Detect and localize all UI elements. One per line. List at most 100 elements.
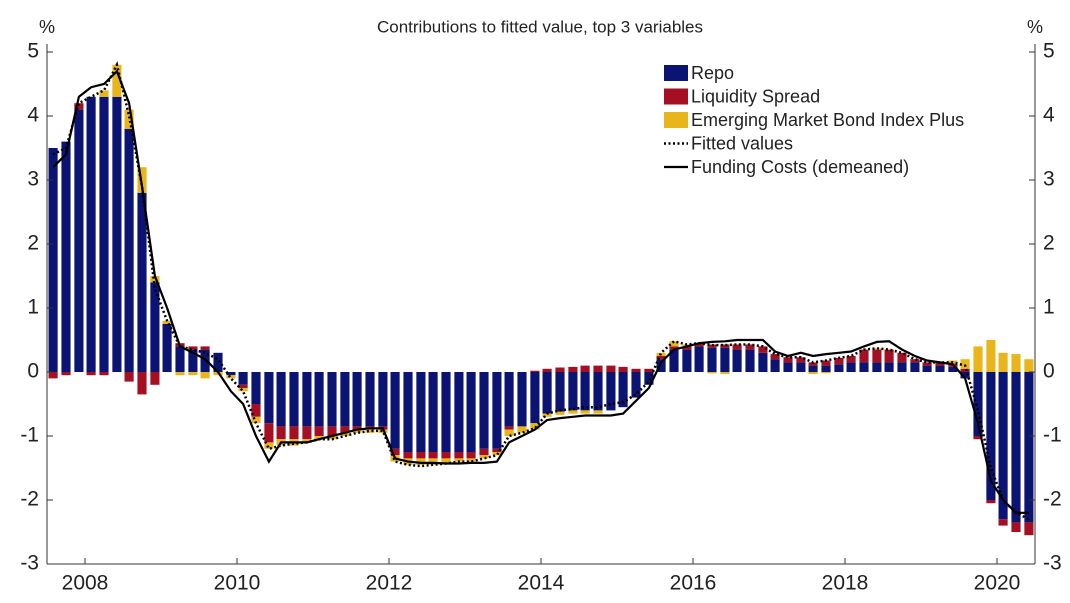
bar-segment: [479, 455, 489, 459]
bar-segment: [137, 372, 147, 395]
bar-segment: [1011, 354, 1021, 372]
bar-segment: [352, 429, 362, 433]
bar-segment: [758, 352, 768, 372]
bar-segment: [1011, 522, 1021, 532]
bar-segment: [124, 109, 134, 129]
bar-segment: [416, 458, 426, 465]
bar-segment: [1024, 522, 1034, 536]
bar-segment: [618, 366, 628, 372]
bar-segment: [112, 96, 122, 373]
bar-segment: [530, 372, 540, 424]
bar-segment: [846, 362, 856, 372]
bar-segment: [808, 365, 818, 372]
bar-segment: [922, 362, 932, 366]
bar-segment: [758, 346, 768, 353]
bar-segment: [530, 370, 540, 372]
legend-swatch: [664, 112, 688, 128]
bar-segment: [454, 458, 464, 462]
bar-segment: [872, 348, 882, 350]
bar-segment: [137, 192, 147, 372]
bar-segment: [846, 356, 856, 363]
bar-segment: [441, 452, 451, 459]
bar-segment: [504, 429, 514, 436]
x-tick-label: 2008: [62, 572, 109, 595]
bar-segment: [454, 372, 464, 452]
bar-segment: [606, 365, 616, 372]
bar-segment: [390, 448, 400, 456]
bar-segment: [682, 349, 692, 372]
bar-segment: [112, 64, 122, 97]
bar-segment: [289, 372, 299, 427]
bar-segment: [555, 372, 565, 412]
bar-segment: [618, 372, 628, 408]
bar-segment: [745, 349, 755, 372]
bar-segment: [99, 90, 109, 97]
bar-segment: [910, 359, 920, 363]
bar-segment: [796, 357, 806, 363]
y-tick-label: -2: [20, 488, 39, 511]
bar-segment: [479, 448, 489, 456]
bar-segment: [948, 366, 958, 372]
bar-segment: [859, 349, 869, 363]
y2-tick-label: 1: [1043, 296, 1055, 319]
bar-segment: [428, 452, 438, 459]
bar-segment: [175, 372, 185, 376]
bar-segment: [403, 372, 413, 452]
bar-segment: [492, 372, 502, 449]
bar-segment: [365, 372, 375, 427]
bar-segment: [403, 452, 413, 459]
x-tick-label: 2012: [366, 572, 413, 595]
bar-segment: [314, 436, 324, 440]
bar-segment: [732, 344, 742, 350]
bar-segment: [124, 128, 134, 372]
bar-segment: [720, 344, 730, 348]
bar-segment: [555, 411, 565, 415]
bar-segment: [897, 352, 907, 363]
bar-segment: [162, 320, 172, 324]
bar-segment: [251, 404, 261, 417]
bar-segment: [808, 372, 818, 374]
bar-segment: [542, 372, 552, 414]
bar-segment: [416, 372, 426, 452]
bar-segment: [631, 368, 641, 372]
bar-segment: [656, 359, 666, 372]
bar-segment: [960, 359, 970, 369]
bar-segment: [61, 141, 71, 372]
bar-segment: [593, 365, 603, 372]
bar-segment: [669, 349, 679, 372]
bar-segment: [428, 372, 438, 452]
legend-label: Emerging Market Bond Index Plus: [691, 110, 964, 130]
bar-segment: [720, 347, 730, 372]
bar-segment: [770, 359, 780, 372]
bar-segment: [998, 372, 1008, 520]
bar-segment: [251, 372, 261, 404]
bar-segment: [86, 372, 96, 376]
y2-tick-label: 2: [1043, 232, 1055, 255]
bar-segment: [390, 372, 400, 449]
bar-segment: [644, 368, 654, 372]
bar-segment: [872, 349, 882, 363]
bar-segment: [302, 372, 312, 427]
bar-segment: [200, 346, 210, 350]
bar-segment: [1024, 372, 1034, 523]
bar-segment: [327, 436, 337, 440]
bar-segment: [631, 372, 641, 398]
bar-segment: [834, 364, 844, 372]
bar-segment: [188, 372, 198, 376]
legend-label: Funding Costs (demeaned): [691, 157, 909, 177]
bar-segment: [416, 452, 426, 459]
bar-segment: [669, 346, 679, 350]
bar-segment: [682, 346, 692, 350]
bar-segment: [872, 362, 882, 372]
bar-segment: [973, 372, 983, 436]
bar-segment: [150, 282, 160, 372]
bar-segment: [466, 458, 476, 462]
bar-segment: [593, 372, 603, 411]
bar-segment: [441, 372, 451, 452]
bar-segment: [504, 372, 514, 427]
bar-segment: [340, 432, 350, 436]
bar-segment: [238, 372, 248, 385]
y-axis-label: %: [39, 17, 55, 37]
bar-segment: [150, 372, 160, 385]
bar-segment: [48, 148, 58, 372]
